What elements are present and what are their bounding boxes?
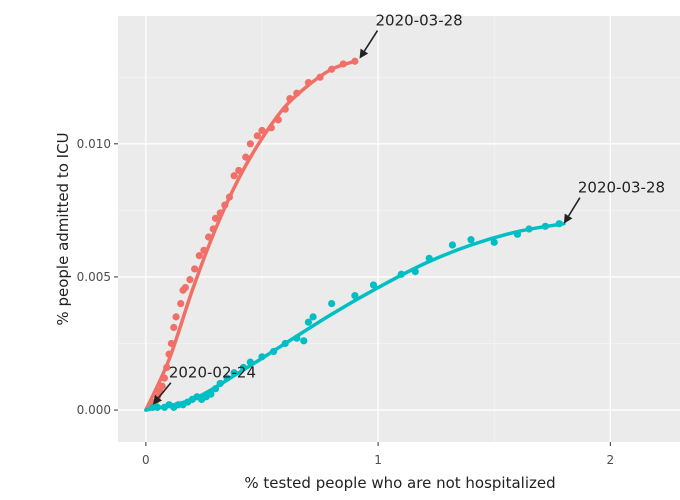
annotation-arrow-line: [157, 382, 172, 399]
data-point-series-2: [467, 236, 475, 244]
data-point-series-1: [167, 339, 176, 348]
data-point-series-1: [177, 299, 185, 308]
annotations: 2020-03-28 2020-03-28 2020-02-24: [152, 12, 665, 405]
data-point-series-2: [411, 268, 419, 276]
x-axis-title: % tested people who are not hospitalized: [244, 474, 555, 492]
data-point-series-1: [216, 209, 224, 217]
data-point-series-2: [269, 347, 278, 356]
x-tick-label: 2: [607, 453, 615, 467]
data-point-series-1: [195, 252, 203, 260]
data-point-series-1: [204, 233, 213, 241]
data-point-series-2: [425, 254, 433, 262]
data-point-series-2: [304, 318, 313, 326]
data-point-series-2: [281, 339, 289, 348]
data-point-series-2: [328, 299, 336, 308]
data-point-series-2: [555, 220, 563, 228]
data-point-series-1: [286, 94, 294, 103]
data-point-series-1: [246, 140, 254, 148]
y-axis-ticks: 0.000 0.005 0.010: [77, 137, 118, 417]
annotation-label: 2020-02-24: [169, 364, 256, 382]
data-point-series-2: [230, 369, 238, 377]
data-point-series-1: [304, 78, 313, 87]
data-point-series-1: [181, 283, 189, 292]
annotation-label: 2020-03-28: [376, 12, 463, 30]
y-tick-label: 0.000: [77, 403, 111, 417]
data-point-series-1: [281, 105, 289, 113]
data-point-series-1: [160, 374, 169, 382]
annotation-arrowhead: [152, 394, 163, 405]
annotation-label: 2020-03-28: [578, 179, 665, 197]
data-point-series-1: [316, 73, 324, 81]
data-point-series-2: [541, 222, 549, 230]
data-point-series-2: [153, 403, 162, 411]
data-point-series-2: [239, 363, 248, 372]
data-point-series-1: [258, 126, 266, 135]
data-point-series-2: [397, 270, 405, 278]
data-point-series-1: [200, 246, 208, 254]
data-point-series-1: [235, 166, 243, 175]
data-point-series-1: [225, 193, 234, 201]
data-point-series-2: [207, 390, 215, 398]
data-point-series-2: [258, 353, 266, 361]
data-point-series-1: [328, 65, 336, 73]
y-tick-label: 0.010: [77, 137, 111, 151]
data-point-series-1: [163, 363, 171, 372]
x-tick-label: 0: [142, 453, 150, 467]
data-point-series-2: [351, 291, 359, 300]
annotation-arrowhead: [563, 213, 573, 224]
data-point-series-2: [513, 230, 522, 238]
data-points: [146, 57, 563, 411]
annotation-arrow-line: [567, 197, 581, 217]
annotation-arrow-line: [363, 30, 379, 52]
data-point-series-1: [293, 89, 301, 97]
data-point-series-2: [216, 379, 224, 388]
data-point-series-1: [267, 124, 275, 132]
data-point-series-1: [158, 382, 166, 390]
data-point-series-1: [170, 323, 178, 332]
y-tick-label: 0.005: [77, 270, 111, 284]
data-point-series-1: [165, 350, 173, 358]
data-point-series-1: [253, 132, 261, 140]
data-point-series-2: [448, 241, 457, 249]
data-point-series-2: [246, 358, 254, 366]
data-point-series-2: [223, 374, 231, 382]
data-point-series-1: [274, 116, 282, 124]
data-point-series-1: [209, 225, 217, 233]
data-point-series-1: [221, 201, 229, 209]
data-point-series-1: [172, 313, 180, 321]
x-tick-label: 1: [374, 453, 382, 467]
data-point-series-2: [525, 225, 533, 233]
data-point-series-2: [490, 238, 498, 246]
data-point-series-2: [309, 313, 317, 321]
data-point-series-1: [230, 172, 238, 180]
annotation-arrowhead: [359, 48, 369, 59]
data-point-series-2: [369, 281, 378, 289]
data-point-series-1: [211, 214, 220, 222]
data-point-series-1: [339, 60, 347, 68]
data-point-series-2: [293, 334, 301, 342]
data-point-series-2: [211, 385, 220, 393]
data-point-series-1: [351, 57, 359, 65]
x-axis-ticks: 0 1 2: [142, 442, 614, 467]
data-point-series-1: [186, 275, 194, 284]
data-point-series-1: [242, 153, 250, 161]
data-point-series-2: [300, 337, 308, 345]
data-point-series-1: [191, 265, 199, 273]
y-axis-title: % people admitted to ICU: [54, 132, 72, 325]
